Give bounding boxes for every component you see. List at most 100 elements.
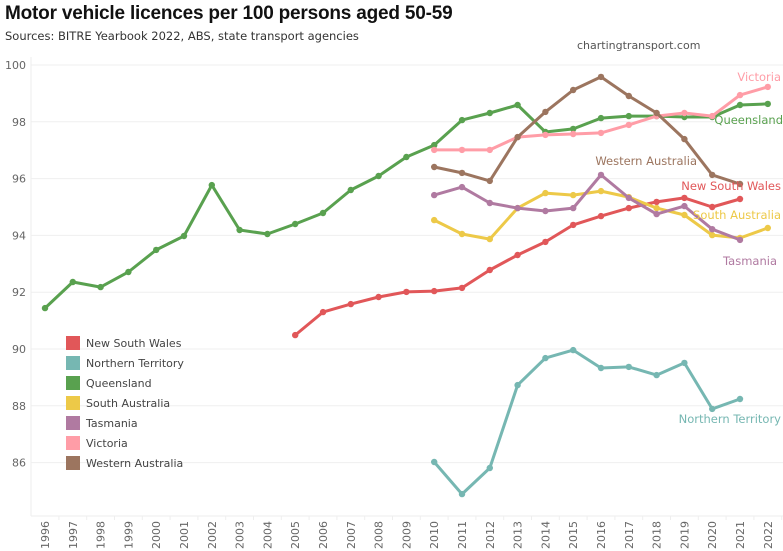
series-label-queensland: Queensland (714, 113, 783, 127)
series-label-victoria: Victoria (737, 70, 781, 84)
data-point (514, 204, 521, 212)
data-point (486, 146, 493, 154)
legend-swatch (66, 356, 80, 370)
series-tasmania (431, 171, 744, 244)
data-point (709, 231, 716, 239)
x-tick-label: 2006 (317, 521, 330, 549)
legend-label: Victoria (86, 436, 128, 450)
data-point (597, 129, 605, 137)
data-point (681, 211, 688, 219)
legend: New South Wales Northern Territory Queensl… (66, 333, 184, 473)
legend-item-new-south-wales[interactable]: New South Wales (66, 333, 184, 353)
data-point (69, 278, 77, 286)
legend-label: Northern Territory (86, 356, 184, 370)
data-point (653, 210, 660, 218)
x-tick-label: 2017 (623, 521, 636, 549)
data-point (403, 153, 410, 161)
data-point (736, 101, 744, 109)
x-tick-label: 2018 (651, 521, 664, 549)
data-point (180, 232, 188, 240)
x-tick-label: 1999 (122, 521, 135, 549)
data-point (736, 180, 744, 188)
series-label-new-south-wales: New South Wales (681, 179, 781, 193)
x-axis: 1996 1997 1998 1999 2000 2001 2002 2003 2004 2005… (31, 515, 783, 549)
legend-swatch (66, 396, 80, 410)
data-point (431, 146, 438, 154)
data-point (292, 331, 299, 339)
data-point (709, 203, 716, 211)
data-point (681, 109, 688, 117)
legend-item-victoria[interactable]: Victoria (66, 433, 184, 453)
chart-credit: chartingtransport.com (577, 39, 701, 52)
x-tick-label: 2002 (206, 521, 219, 549)
data-point (431, 141, 438, 149)
x-tick-label: 2019 (678, 521, 691, 549)
data-point (41, 304, 49, 312)
data-point (236, 226, 243, 234)
data-point (625, 112, 632, 120)
legend-item-tasmania[interactable]: Tasmania (66, 413, 184, 433)
x-tick-label: 2013 (512, 521, 525, 549)
data-point (597, 171, 605, 179)
data-point (486, 109, 493, 117)
data-point (764, 100, 771, 108)
data-point (625, 363, 632, 371)
data-point (292, 220, 299, 228)
data-point (264, 230, 271, 238)
series-northern-territory (431, 346, 744, 498)
data-point (431, 216, 438, 224)
legend-item-south-australia[interactable]: South Australia (66, 393, 184, 413)
y-tick-label: 88 (12, 400, 26, 413)
data-point (597, 212, 605, 220)
legend-swatch (66, 376, 80, 390)
data-point (347, 300, 354, 308)
data-point (681, 135, 688, 143)
data-point (208, 181, 215, 189)
data-point (486, 235, 493, 243)
legend-label: Western Australia (86, 456, 184, 470)
data-point (709, 405, 716, 413)
data-point (709, 171, 716, 179)
data-point (570, 221, 577, 229)
x-tick-label: 2015 (567, 521, 580, 549)
data-point (597, 73, 605, 81)
legend-item-northern-territory[interactable]: Northern Territory (66, 353, 184, 373)
x-tick-label: 1997 (67, 521, 80, 549)
data-point (514, 381, 521, 389)
data-point (458, 183, 466, 191)
data-point (570, 125, 577, 133)
legend-label: Tasmania (86, 416, 138, 430)
legend-item-western-australia[interactable]: Western Australia (66, 453, 184, 473)
legend-item-queensland[interactable]: Queensland (66, 373, 184, 393)
data-point (653, 204, 660, 212)
data-point (570, 86, 577, 94)
data-point (514, 101, 521, 109)
data-point (153, 246, 160, 254)
x-tick-label: 2000 (150, 521, 163, 549)
data-point (514, 251, 521, 259)
x-tick-label: 2011 (456, 521, 469, 549)
data-point (458, 284, 466, 292)
x-tick-label: 2021 (734, 521, 747, 549)
series-label-western-australia: Western Australia (595, 154, 697, 168)
series-label-south-australia: South Australia (693, 208, 781, 222)
legend-label: Queensland (86, 376, 152, 390)
data-point (736, 195, 744, 203)
data-point (486, 199, 493, 207)
y-tick-label: 90 (12, 343, 26, 356)
data-point (681, 194, 688, 202)
legend-swatch (66, 436, 80, 450)
data-point (736, 395, 744, 403)
data-point (736, 236, 744, 244)
x-tick-label: 2020 (706, 521, 719, 549)
data-point (458, 230, 466, 238)
data-point (681, 359, 688, 367)
data-point (570, 346, 577, 354)
x-tick-label: 2008 (373, 521, 386, 549)
series-lines (41, 73, 771, 498)
x-tick-label: 1998 (95, 521, 108, 549)
x-tick-label: 2012 (484, 521, 497, 549)
series-line-new-south-wales (293, 196, 742, 337)
data-point (736, 91, 744, 99)
